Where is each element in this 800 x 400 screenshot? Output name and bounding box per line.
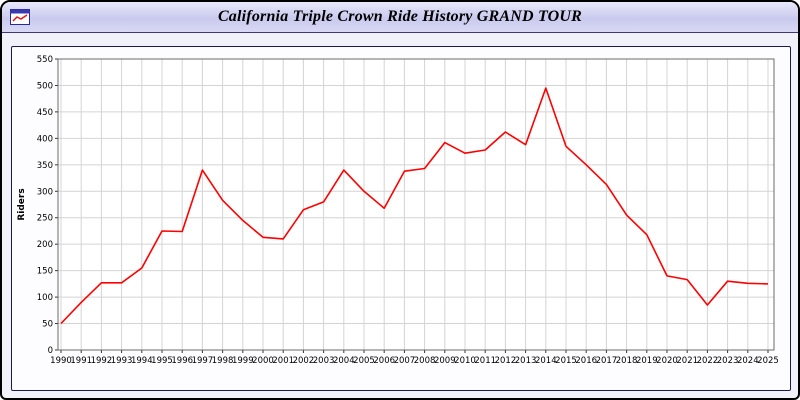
series-line-riders [60, 87, 769, 325]
y-tick-label: 350 [37, 161, 53, 171]
x-tick-label: 2023 [717, 356, 739, 366]
window-title: California Triple Crown Ride History GRA… [217, 8, 583, 25]
x-tick-label: 2005 [353, 356, 375, 366]
x-tick-label: 2011 [474, 356, 496, 366]
x-tick-label: 2009 [434, 356, 456, 366]
y-tick-label: 500 [37, 81, 53, 91]
title-bar[interactable]: California Triple Crown Ride History GRA… [2, 2, 798, 33]
plot-area [58, 59, 774, 350]
x-tick-label: 2003 [313, 356, 335, 366]
x-tick-label: 1998 [212, 356, 234, 366]
x-tick-label: 1992 [91, 356, 113, 366]
x-tick-label: 2012 [495, 356, 517, 366]
x-tick-label: 2013 [515, 356, 537, 366]
x-tick-label: 2018 [616, 356, 638, 366]
x-tick-label: 2014 [535, 356, 557, 366]
x-tick-label: 2015 [555, 356, 577, 366]
x-tick-label: 2002 [293, 356, 315, 366]
x-tick-label: 2016 [575, 356, 597, 366]
y-tick-label: 550 [37, 55, 53, 65]
x-tick-label: 1994 [131, 356, 153, 366]
x-tick-label: 2021 [676, 356, 698, 366]
chart-svg: 1990199119921993199419951996199719981999… [17, 55, 779, 366]
y-tick-label: 250 [37, 214, 53, 224]
x-tick-label: 2024 [737, 356, 759, 366]
chart-window-icon [10, 9, 30, 25]
x-tick-label: 1999 [232, 356, 254, 366]
x-tick-label: 2025 [757, 356, 779, 366]
x-tick-label: 2006 [373, 356, 395, 366]
x-tick-label: 1997 [192, 356, 214, 366]
x-tick-label: 1996 [171, 356, 193, 366]
x-tick-label: 1995 [151, 356, 173, 366]
chart-panel: 1990 1991 1992 1993 1994 1995 1996 1997 1998 1999… [11, 46, 791, 391]
y-tick-label: 450 [37, 108, 53, 118]
x-tick-label: 2000 [252, 356, 274, 366]
x-tick-label: 2019 [636, 356, 658, 366]
x-tick-label: 2022 [697, 356, 719, 366]
x-tick-label: 1990 [50, 356, 72, 366]
x-tick-label: 2010 [454, 356, 476, 366]
y-axis-title: Riders [17, 188, 27, 220]
x-tick-label: 2008 [414, 356, 436, 366]
y-tick-label: 150 [37, 267, 53, 277]
x-tick-label: 2017 [596, 356, 618, 366]
x-tick-label: 2004 [333, 356, 355, 366]
y-tick-label: 0 [48, 346, 53, 356]
x-tick-label: 1993 [111, 356, 133, 366]
plot-border [57, 58, 775, 351]
y-tick-label: 300 [37, 187, 53, 197]
x-tick-label: 2001 [272, 356, 294, 366]
y-tick-label: 400 [37, 134, 53, 144]
x-tick-label: 2020 [656, 356, 678, 366]
y-tick-label: 200 [37, 240, 53, 250]
x-tick-label: 1991 [70, 356, 92, 366]
x-tick-label: 2007 [394, 356, 416, 366]
y-tick-label: 100 [37, 293, 53, 303]
y-tick-label: 50 [42, 320, 53, 330]
